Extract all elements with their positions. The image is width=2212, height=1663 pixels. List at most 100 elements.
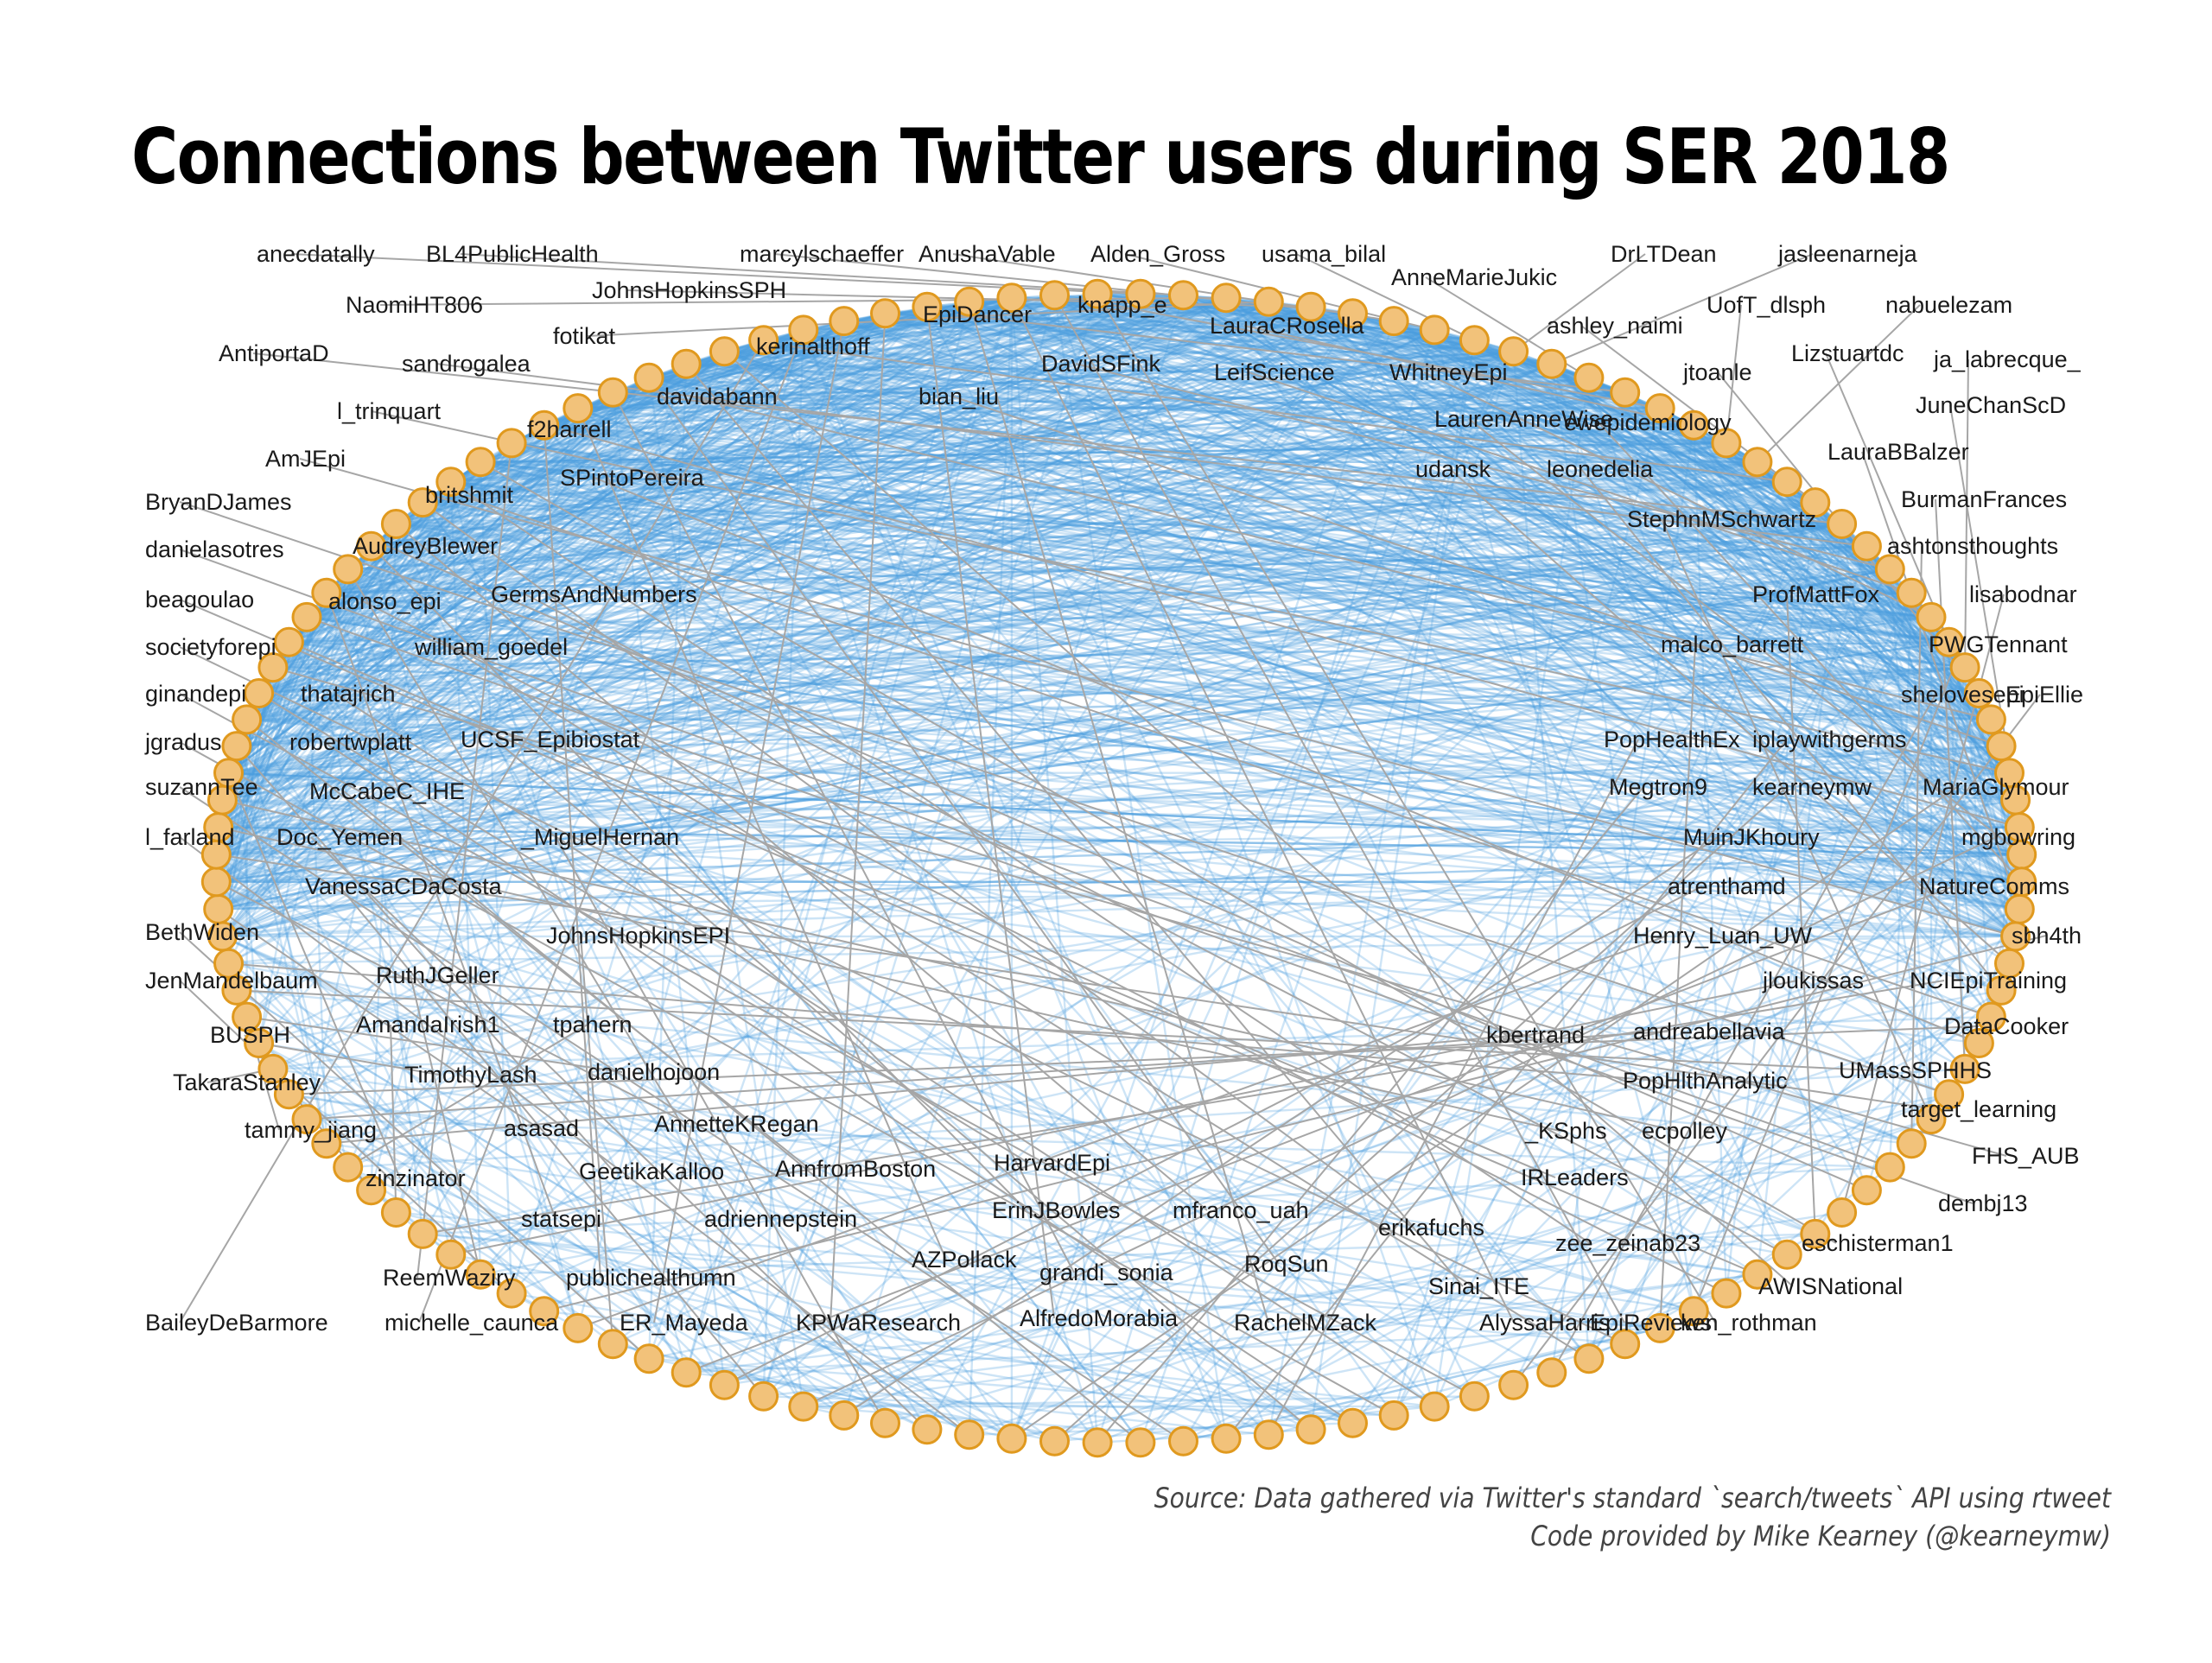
edge [272,306,1312,669]
edge [968,297,1014,1435]
edge [843,320,2010,774]
edge [246,718,2022,883]
edge [1693,424,1993,1018]
edge [371,350,1514,548]
edge [724,350,1949,644]
node [1742,447,1773,478]
edge [843,908,2020,1417]
edge [1840,524,1933,1120]
edge [218,666,1966,828]
edge [1756,461,2011,774]
node [407,1218,438,1249]
edge [1659,407,1758,463]
edge [543,301,1269,427]
edge [218,441,1727,828]
edge [1693,424,2017,937]
edge [288,294,1184,644]
edge [686,363,1694,427]
labels: anecdatally BL4PublicHealth NaomiHT806 foti… [144,241,2083,1336]
edge [969,301,1932,619]
edge [1948,641,2021,910]
edge [577,407,2020,911]
edge [288,350,726,644]
edge [289,641,2020,911]
edge [215,363,1553,883]
edge [258,523,1842,695]
node [244,1028,275,1058]
node [1644,1312,1675,1343]
leader-line [179,931,650,1360]
node-label: FHS_AUB [1972,1143,2080,1169]
edge [258,592,1912,695]
edge [1814,501,2017,801]
node-label: RachelMZack [1234,1310,1377,1336]
node-label: AnnfromBoston [775,1156,936,1182]
edge [221,329,804,937]
node-label: Sinai_ITE [1428,1273,1529,1299]
edge [396,293,1098,525]
node-label: societyforepi [145,634,276,660]
edge [803,1273,1758,1408]
edge [272,407,579,669]
edge [450,480,1932,619]
edge [1011,296,2023,883]
node [1253,286,1284,317]
edge [612,392,726,1386]
edge [221,301,1269,802]
node-label: ErinJBowles [992,1197,1121,1223]
edge [1659,407,1758,463]
edge [215,312,1354,883]
edge [1910,592,2023,855]
edge [235,746,260,1044]
edge [686,363,1867,548]
edge [218,312,1354,911]
edge [288,641,804,1407]
node [1082,278,1113,309]
node-label: iplaywithgerms [1752,727,1907,752]
edge [228,771,2020,911]
edge [648,377,1891,571]
edge [1182,294,2002,747]
node-label: BethWiden [145,919,259,945]
edge [289,592,1912,644]
edge [450,480,2022,856]
edge [215,294,1056,883]
node-label: EpiEllie [2005,682,2083,708]
edge [480,460,2022,856]
leader-line [325,592,556,1220]
edge [236,480,1788,747]
edge [762,340,1099,1444]
edge [306,424,545,619]
node-label: BaileyDeBarmore [145,1310,328,1336]
edge [480,460,1966,669]
edge [370,339,1476,1191]
edge [450,350,1514,483]
edge [1096,293,1475,341]
edge [396,523,1980,695]
edge [450,424,1694,483]
edge [969,301,1992,721]
edge [1054,294,1932,619]
node-label: EpiReviews [1590,1310,1712,1336]
edge [227,407,579,774]
edge [648,377,1980,695]
edge [543,424,1980,695]
edge [762,293,1099,1397]
edge [613,391,2002,747]
edge [648,377,2002,747]
edge [396,523,2020,911]
edge [221,363,1553,938]
edge [647,378,804,1407]
leader-line [410,974,482,1275]
edge [272,391,1625,669]
edge [1310,306,2017,937]
edge [347,568,2020,911]
node-label: l_farland [145,824,235,850]
node-label: davidabann [657,384,778,409]
edge [1550,363,2021,828]
edge [511,391,613,444]
edge [347,391,613,570]
edge [217,296,1013,911]
node [1771,467,1802,498]
